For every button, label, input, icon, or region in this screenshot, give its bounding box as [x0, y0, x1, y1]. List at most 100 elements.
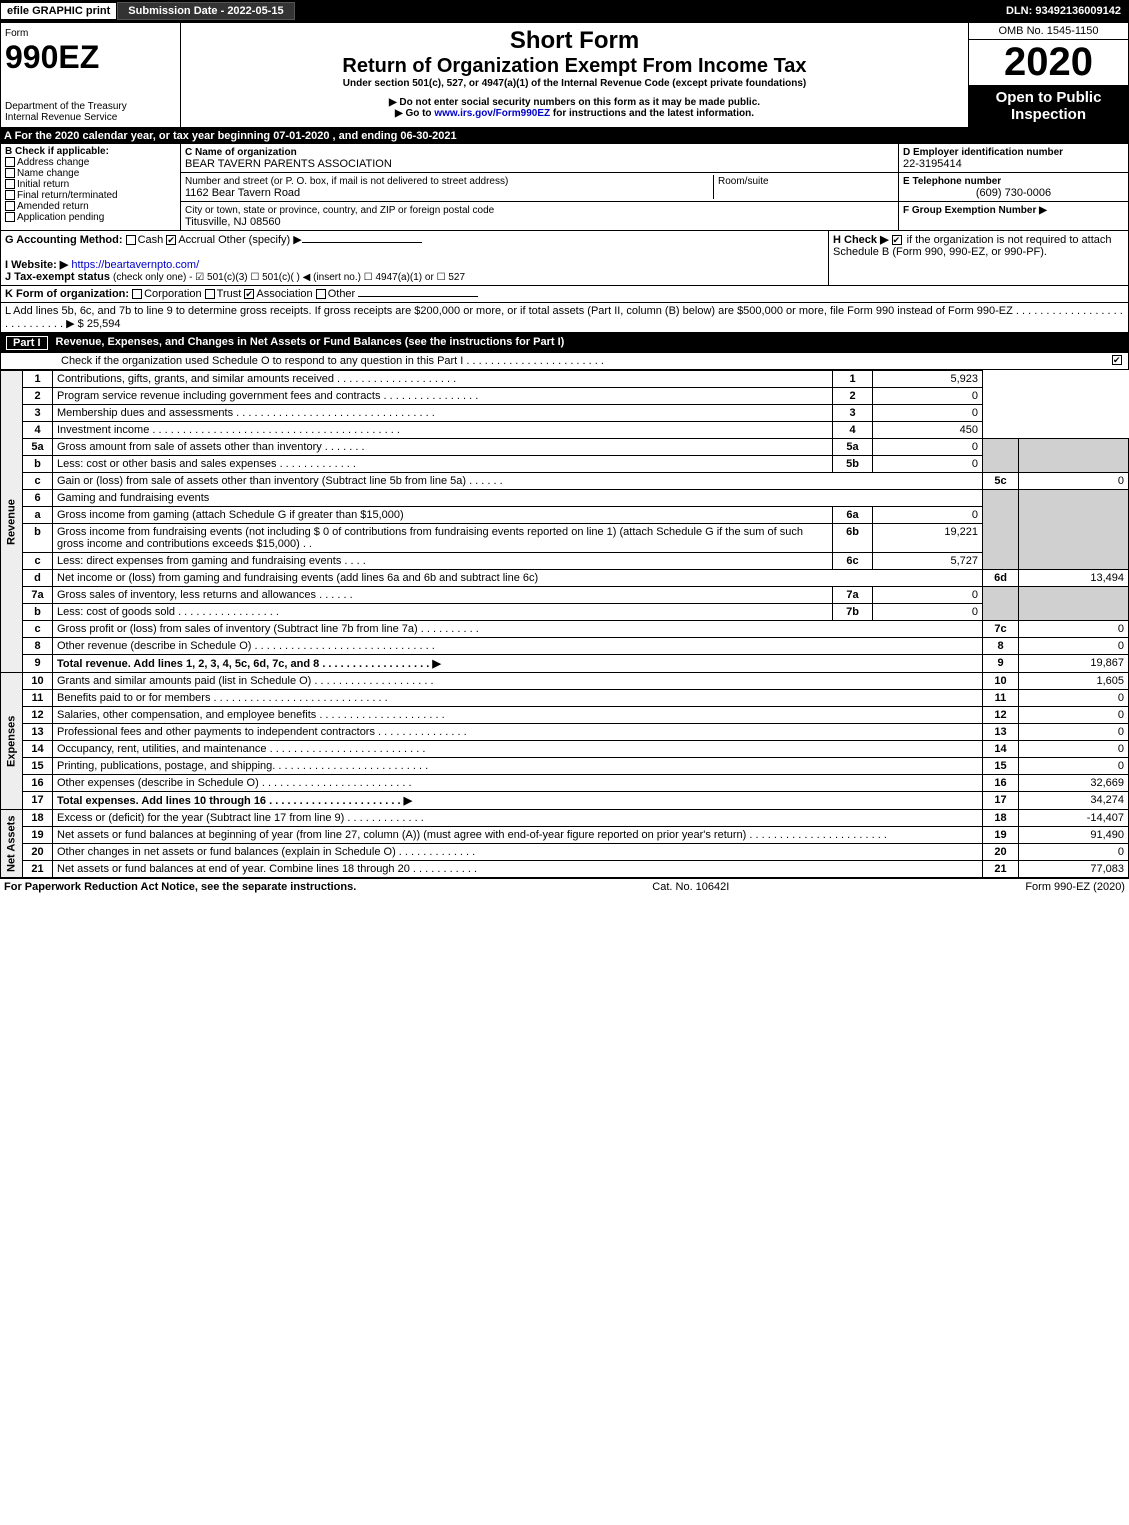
line-text: Contributions, gifts, grants, and simila… — [53, 371, 833, 388]
line-amount: 77,083 — [1019, 861, 1129, 878]
pending-label: Application pending — [17, 212, 104, 223]
f-label: F Group Exemption Number ▶ — [903, 205, 1047, 216]
line-num: 11 — [23, 690, 53, 707]
table-row: 5aGross amount from sale of assets other… — [1, 439, 1129, 456]
website-link[interactable]: https://beartavernpto.com/ — [71, 259, 199, 271]
table-row: bLess: cost or other basis and sales exp… — [1, 456, 1129, 473]
line-amount: -14,407 — [1019, 810, 1129, 827]
table-row: cLess: direct expenses from gaming and f… — [1, 553, 1129, 570]
other-specify-input[interactable] — [302, 242, 422, 243]
checkbox-h[interactable] — [892, 235, 902, 245]
entity-info: B Check if applicable: Address change Na… — [0, 144, 1129, 231]
line-num: c — [23, 621, 53, 638]
line-num: 5a — [23, 439, 53, 456]
line-ref: 10 — [983, 673, 1019, 690]
irs-label: Internal Revenue Service — [5, 112, 176, 123]
sub-ref: 7b — [833, 604, 873, 621]
checkbox-accrual[interactable] — [166, 235, 176, 245]
org-name: BEAR TAVERN PARENTS ASSOCIATION — [185, 158, 392, 170]
line-ref: 18 — [983, 810, 1019, 827]
checkbox-schedule-o[interactable] — [1112, 355, 1122, 365]
line-text: Salaries, other compensation, and employ… — [53, 707, 983, 724]
line-text: Gross income from gaming (attach Schedul… — [53, 507, 833, 524]
table-row: 16Other expenses (describe in Schedule O… — [1, 775, 1129, 792]
checkbox-other-org[interactable] — [316, 289, 326, 299]
city-label: City or town, state or province, country… — [185, 205, 494, 216]
table-row: 17Total expenses. Add lines 10 through 1… — [1, 792, 1129, 810]
line-ref: 1 — [833, 371, 873, 388]
efile-badge[interactable]: efile GRAPHIC print — [0, 2, 117, 20]
line-num: 3 — [23, 405, 53, 422]
line-num: 4 — [23, 422, 53, 439]
line-text: Program service revenue including govern… — [53, 388, 833, 405]
other-org-input[interactable] — [358, 296, 478, 297]
line-amount: 0 — [1019, 844, 1129, 861]
row-g-h: G Accounting Method: Cash Accrual Other … — [0, 231, 1129, 286]
line-ref: 3 — [833, 405, 873, 422]
line-amount: 0 — [1019, 621, 1129, 638]
grey-cell — [1019, 490, 1129, 570]
line-text: Excess or (deficit) for the year (Subtra… — [53, 810, 983, 827]
line-text: Grants and similar amounts paid (list in… — [53, 673, 983, 690]
city-state-zip: Titusville, NJ 08560 — [185, 216, 281, 228]
amended-label: Amended return — [17, 201, 89, 212]
accrual-label: Accrual — [178, 234, 215, 246]
line-text: Net assets or fund balances at end of ye… — [53, 861, 983, 878]
irs-link[interactable]: www.irs.gov/Form990EZ — [434, 108, 550, 119]
line-num: 15 — [23, 758, 53, 775]
line-num: 2 — [23, 388, 53, 405]
checkbox-assoc[interactable] — [244, 289, 254, 299]
line-num: 21 — [23, 861, 53, 878]
final-return-label: Final return/terminated — [17, 190, 118, 201]
other-org-label: Other — [328, 288, 356, 300]
checkbox-pending[interactable] — [5, 212, 15, 222]
i-label: I Website: ▶ — [5, 259, 68, 271]
table-row: 14Occupancy, rent, utilities, and mainte… — [1, 741, 1129, 758]
sub-amount: 0 — [873, 439, 983, 456]
line-text: Occupancy, rent, utilities, and maintena… — [53, 741, 983, 758]
corp-label: Corporation — [144, 288, 201, 300]
box-b: B Check if applicable: Address change Na… — [1, 144, 181, 230]
form-header: Form 990EZ Department of the Treasury In… — [0, 22, 1129, 128]
line-amount: 19,867 — [1019, 655, 1129, 673]
checkbox-trust[interactable] — [205, 289, 215, 299]
cash-label: Cash — [138, 234, 164, 246]
grey-cell — [983, 439, 1019, 473]
checkbox-cash[interactable] — [126, 235, 136, 245]
line-ref: 12 — [983, 707, 1019, 724]
checkbox-amended[interactable] — [5, 201, 15, 211]
line-num: 7a — [23, 587, 53, 604]
table-row: 3Membership dues and assessments . . . .… — [1, 405, 1129, 422]
submission-date: Submission Date - 2022-05-15 — [117, 2, 294, 20]
line-amount: 0 — [1019, 741, 1129, 758]
line-ref: 21 — [983, 861, 1019, 878]
line-num: 19 — [23, 827, 53, 844]
line-text: Total expenses. Add lines 10 through 16 … — [53, 792, 983, 810]
sub-amount: 0 — [873, 456, 983, 473]
dln-number: DLN: 93492136009142 — [998, 3, 1129, 19]
checkbox-final-return[interactable] — [5, 190, 15, 200]
j-label: J Tax-exempt status — [5, 271, 110, 283]
checkbox-name-change[interactable] — [5, 168, 15, 178]
line-text: Professional fees and other payments to … — [53, 724, 983, 741]
line-ref: 7c — [983, 621, 1019, 638]
sub-amount: 0 — [873, 604, 983, 621]
line-ref: 19 — [983, 827, 1019, 844]
line-text: Gross sales of inventory, less returns a… — [53, 587, 833, 604]
table-row: 6Gaming and fundraising events — [1, 490, 1129, 507]
line-num: 18 — [23, 810, 53, 827]
line-amount: 0 — [1019, 758, 1129, 775]
checkbox-corp[interactable] — [132, 289, 142, 299]
line-amount: 0 — [873, 405, 983, 422]
sub-ref: 5a — [833, 439, 873, 456]
line-text: Printing, publications, postage, and shi… — [53, 758, 983, 775]
checkbox-initial-return[interactable] — [5, 179, 15, 189]
checkbox-address-change[interactable] — [5, 157, 15, 167]
line-ref: 9 — [983, 655, 1019, 673]
box-b-label: B Check if applicable: — [5, 146, 176, 157]
table-row: 2Program service revenue including gover… — [1, 388, 1129, 405]
line-ref: 17 — [983, 792, 1019, 810]
row-l: L Add lines 5b, 6c, and 7b to line 9 to … — [0, 303, 1129, 333]
l-amount: $ 25,594 — [78, 318, 121, 330]
expenses-vlabel: Expenses — [1, 673, 23, 810]
